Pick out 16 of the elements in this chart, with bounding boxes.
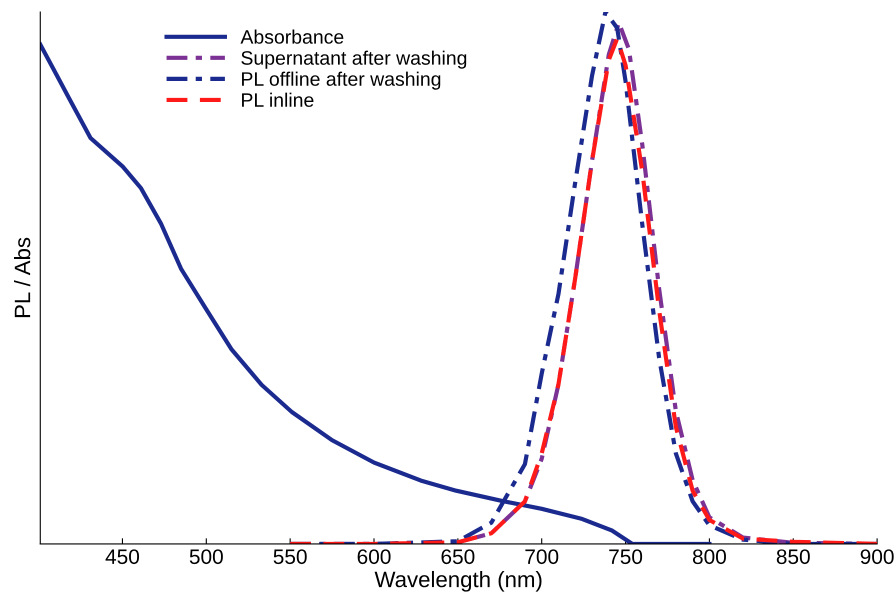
y-axis-title: PL / Abs [14, 238, 30, 318]
legend-label: PL offline after washing [242, 72, 440, 90]
x-tick-label: 900 [860, 549, 894, 564]
x-tick-label: 750 [609, 549, 642, 564]
x-tick-label: 450 [106, 549, 140, 564]
x-tick-label: 650 [442, 549, 474, 564]
x-tick-label: 850 [776, 549, 810, 564]
x-tick-label: 800 [692, 549, 726, 564]
legend-label: Absorbance [240, 30, 344, 44]
legend-label: Supernatant after washing [241, 50, 466, 69]
x-tick-label: 550 [274, 549, 307, 564]
x-tick-label: 500 [190, 549, 223, 564]
x-tick-label: 600 [358, 549, 391, 564]
x-axis-title: Wavelength (nm) [374, 570, 542, 592]
x-tick-label: 700 [525, 549, 558, 564]
legend-label: PL inline [242, 92, 314, 107]
